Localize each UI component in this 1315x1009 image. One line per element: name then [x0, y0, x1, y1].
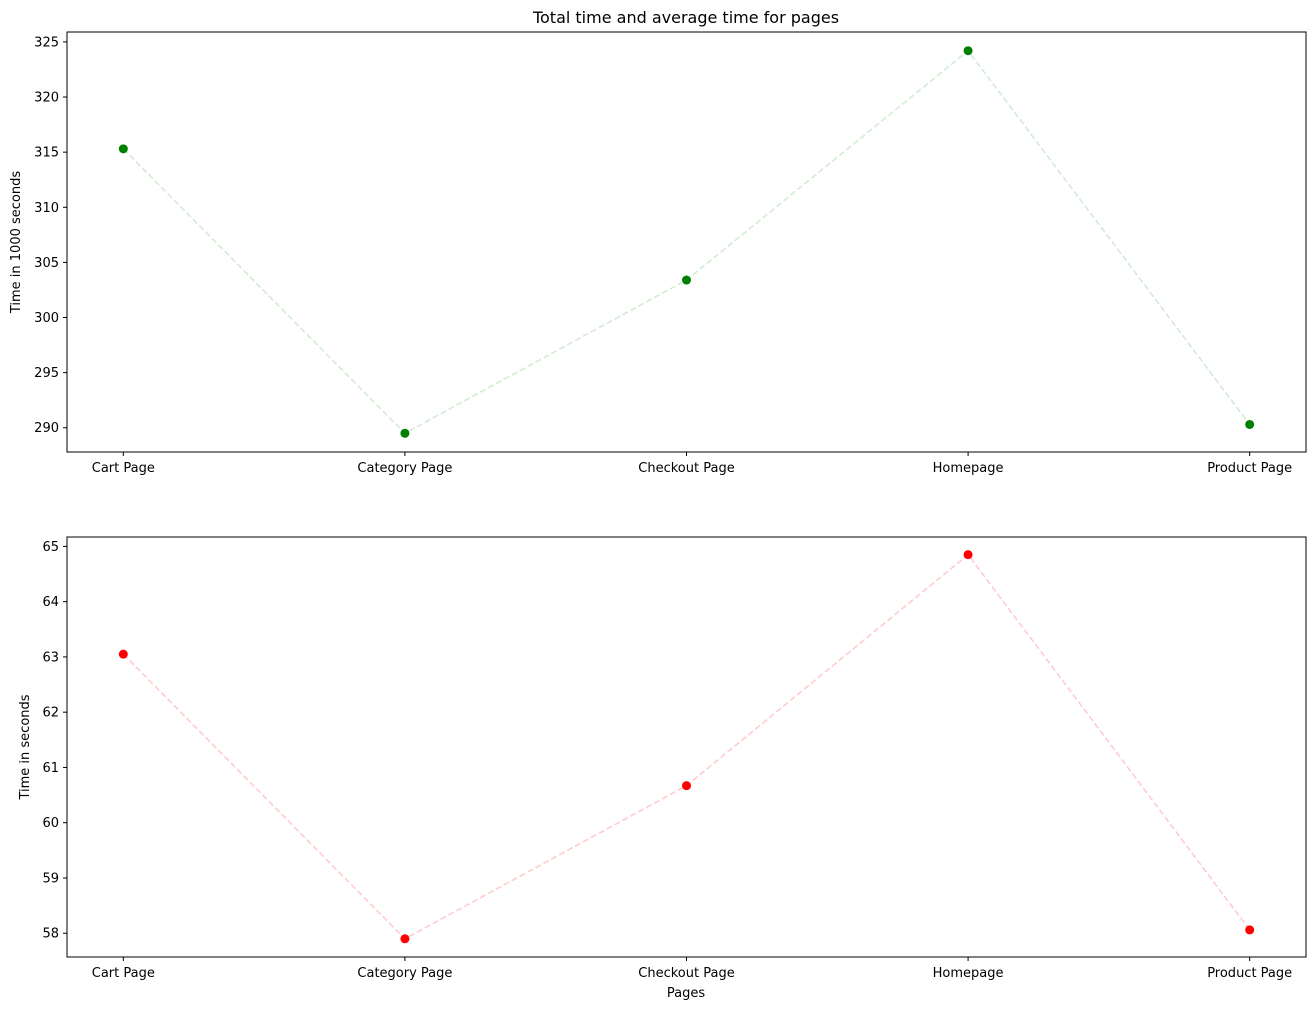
y-tick-label: 305: [34, 256, 59, 271]
y-tick-label: 290: [34, 421, 59, 436]
x-tick-label: Product Page: [1207, 966, 1292, 981]
series-line: [122, 553, 1251, 940]
y-tick-label: 58: [42, 927, 59, 942]
chart-average-time: Time in seconds Pages 58 59 60 61 62 63 64 65 Ca…: [18, 536, 1307, 1001]
plot-area: 58 59 60 61 62 63 64 65 Cart Page Category Page Ch…: [42, 536, 1307, 981]
y-axis-label: Time in seconds: [18, 694, 33, 800]
y-tick-label: 65: [42, 540, 59, 555]
x-tick-label: Cart Page: [92, 966, 155, 981]
x-tick-label: Homepage: [933, 966, 1004, 981]
y-tick-label: 310: [34, 201, 59, 216]
data-point: [963, 46, 973, 56]
chart-title: Total time and average time for pages: [532, 8, 839, 27]
data-point: [682, 275, 691, 285]
x-tick-label: Product Page: [1207, 461, 1292, 476]
y-tick-label: 325: [34, 35, 59, 50]
y-tick-label: 315: [34, 146, 59, 161]
y-tick-label: 320: [34, 91, 59, 106]
y-tick-label: 295: [34, 366, 59, 381]
series-line: [122, 49, 1251, 435]
y-tick-label: 61: [42, 761, 59, 776]
plot-frame: [66, 536, 1307, 958]
data-point: [1245, 419, 1255, 429]
x-tick-label: Category Page: [357, 966, 452, 981]
x-tick-label: Checkout Page: [638, 461, 734, 476]
y-tick-label: 59: [42, 871, 59, 886]
y-tick-label: 62: [42, 706, 59, 721]
y-tick-label: 60: [42, 816, 59, 831]
data-point: [118, 649, 128, 659]
data-point: [118, 144, 128, 154]
x-axis-label: Pages: [667, 986, 705, 1001]
y-tick-label: 300: [34, 311, 59, 326]
data-point: [963, 550, 973, 560]
x-tick-label: Checkout Page: [638, 966, 734, 981]
plot-area: 290 295 300 305 310 315 320 325 Cart Page Categor…: [34, 31, 1307, 476]
x-tick-label: Homepage: [933, 461, 1004, 476]
data-point: [400, 428, 410, 438]
x-tick-label: Category Page: [357, 461, 452, 476]
data-point: [400, 934, 410, 944]
y-axis-label: Time in 1000 seconds: [9, 171, 24, 315]
x-tick-label: Cart Page: [92, 461, 155, 476]
data-point: [682, 781, 691, 791]
plot-frame: [66, 31, 1307, 453]
y-tick-label: 63: [42, 650, 59, 665]
y-tick-label: 64: [42, 595, 59, 610]
data-point: [1245, 925, 1255, 935]
chart-total-time: Total time and average time for pages Ti…: [9, 8, 1307, 476]
